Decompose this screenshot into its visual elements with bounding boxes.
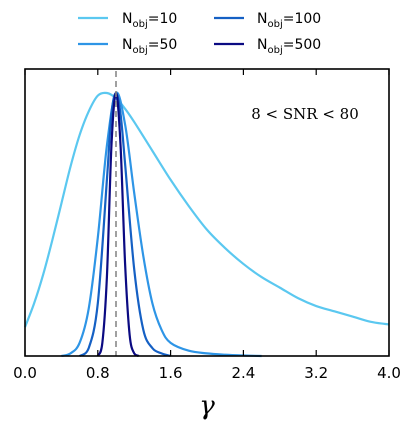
- legend-label-nobj-500: Nobj=500: [257, 37, 321, 56]
- series-line-n-obj-100: [78, 91, 171, 358]
- series-line-n-obj-50: [61, 91, 262, 358]
- x-tick-label: 1.6: [159, 364, 183, 382]
- legend-label-nobj-50: Nobj=50: [122, 37, 177, 56]
- legend-value-nobj-500: =500: [283, 37, 321, 53]
- series-line-n-obj-10: [23, 91, 390, 328]
- x-axis: 0.0 0.8 1.6 2.4 3.2 4.0: [13, 69, 401, 382]
- legend: Nobj=10 Nobj=100 Nobj=50 Nobj=500: [78, 11, 321, 56]
- legend-label-nobj-100: Nobj=100: [257, 11, 321, 30]
- legend-value-nobj-10: =10: [148, 11, 178, 27]
- legend-value-nobj-50: =50: [148, 37, 178, 53]
- x-axis-label: γ: [199, 391, 215, 421]
- x-tick-label: 0.0: [13, 364, 37, 382]
- legend-value-nobj-100: =100: [283, 11, 321, 27]
- x-tick-label: 0.8: [86, 364, 110, 382]
- plot-frame: [24, 68, 390, 357]
- x-tick-label: 3.2: [304, 364, 328, 382]
- x-tick-label: 4.0: [377, 364, 401, 382]
- x-tick-label: 2.4: [231, 364, 255, 382]
- series-line-n-obj-500: [96, 91, 140, 358]
- curves: [23, 91, 390, 358]
- legend-label-nobj-10: Nobj=10: [122, 11, 177, 30]
- annotation: 8 < SNR < 80: [251, 105, 359, 123]
